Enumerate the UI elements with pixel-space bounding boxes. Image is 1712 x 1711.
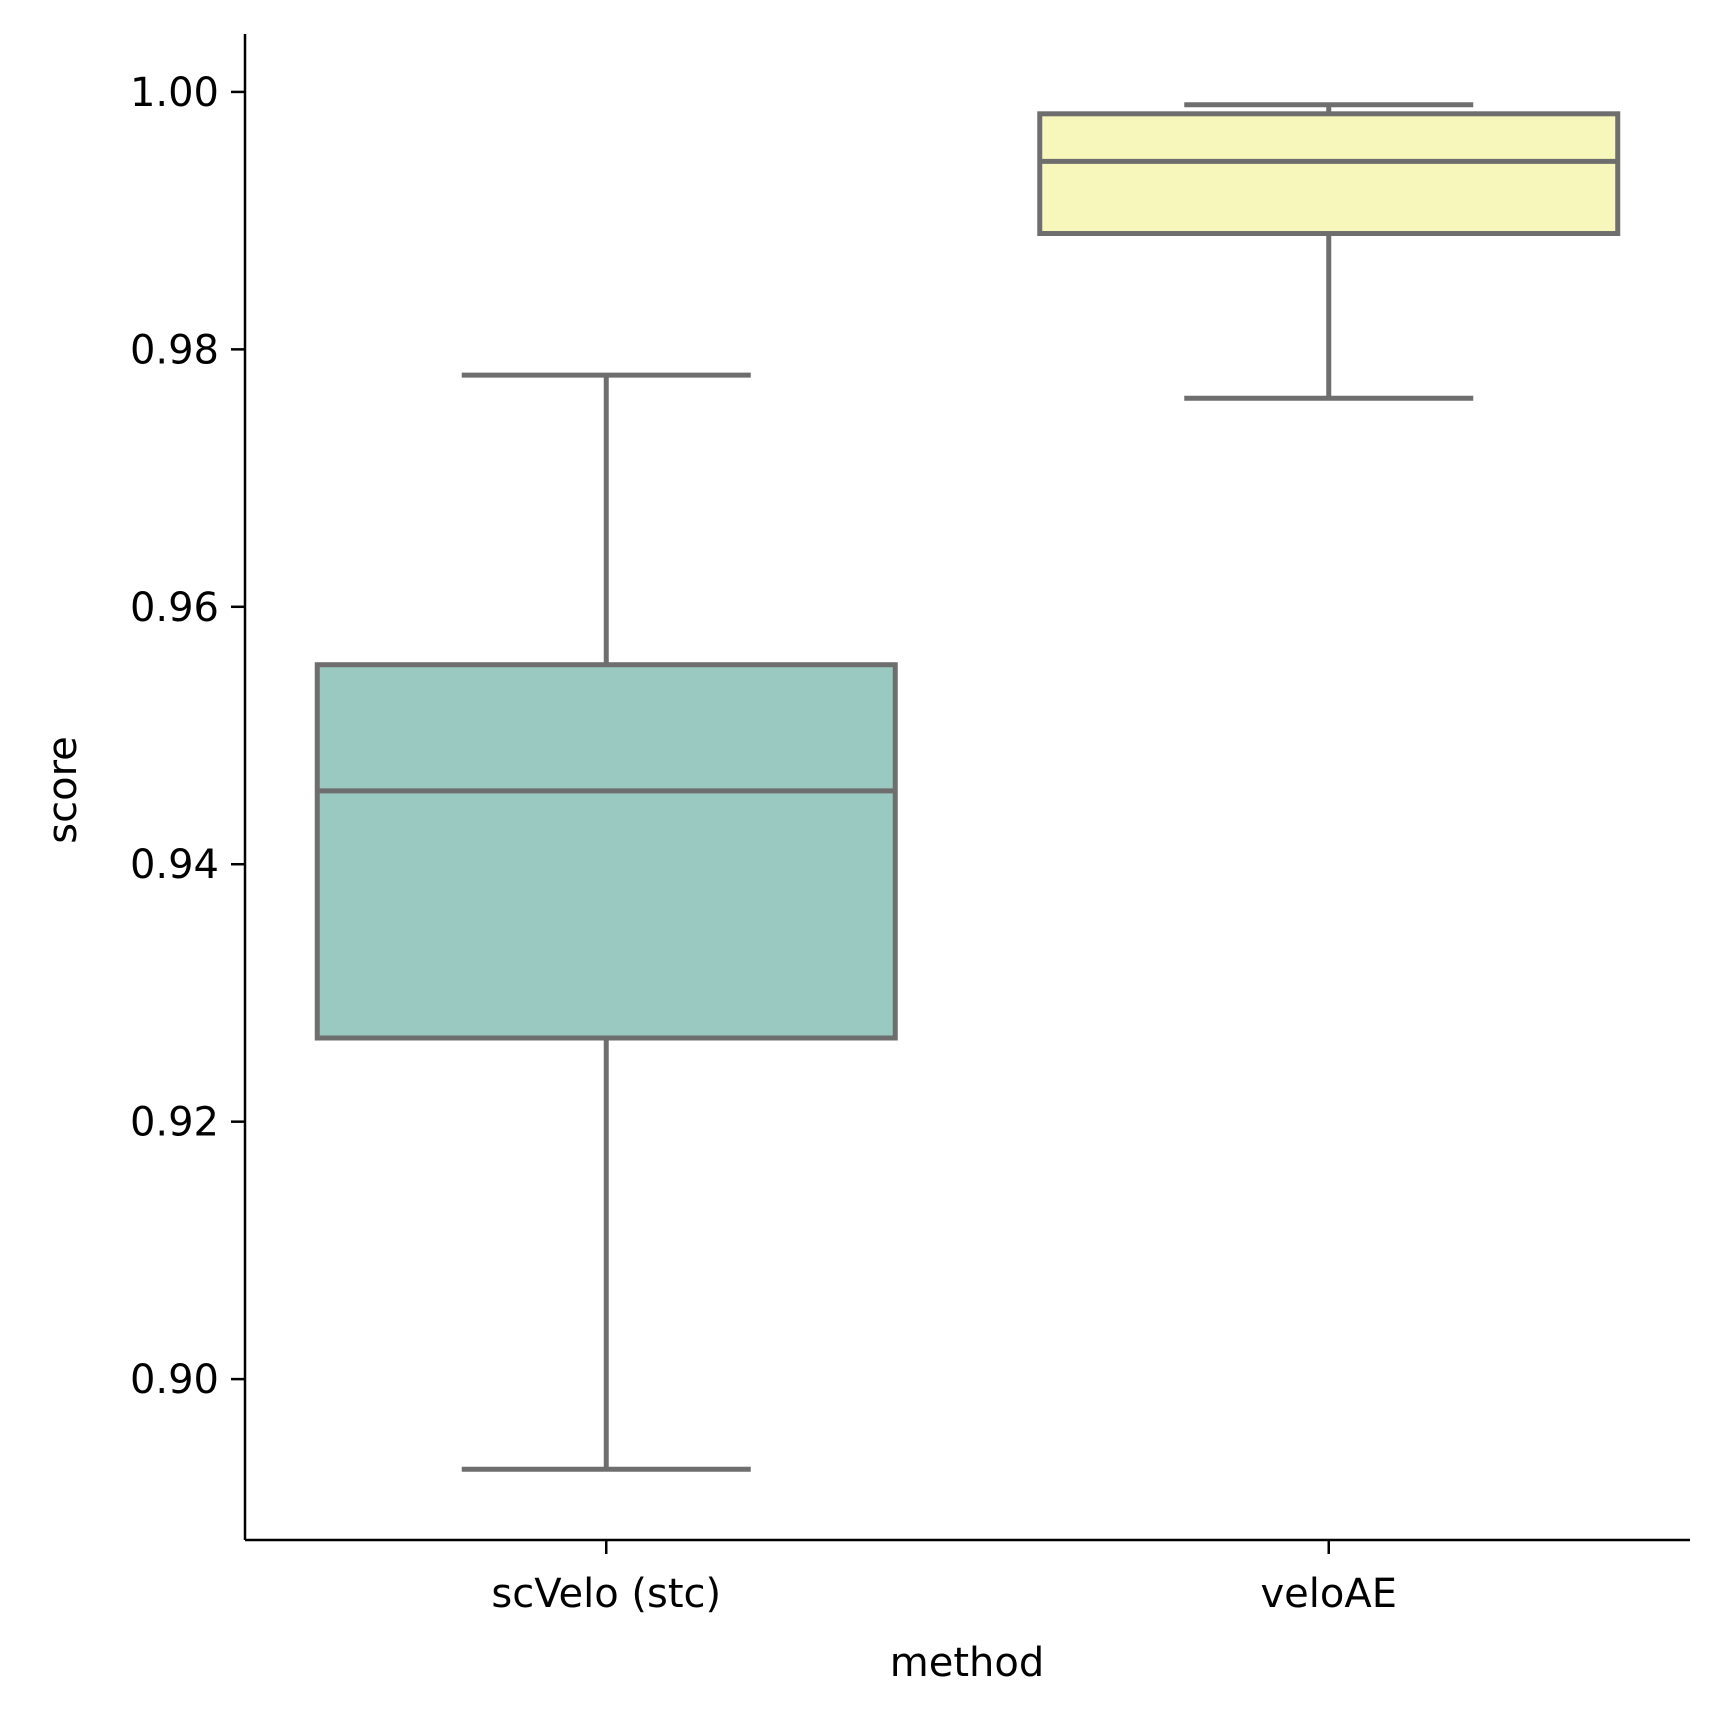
x-tick-label: veloAE — [1260, 1571, 1397, 1617]
x-tick-label: scVelo (stc) — [491, 1571, 721, 1617]
x-ticks: scVelo (stc) veloAE — [491, 1540, 1397, 1617]
boxes-layer — [314, 102, 1621, 1472]
box-veloae — [1037, 102, 1621, 401]
box-scvelo-stc — [314, 372, 898, 1472]
y-tick-label: 1.00 — [130, 70, 219, 116]
y-tick-label: 0.94 — [130, 842, 219, 888]
iqr-box — [314, 662, 898, 1041]
y-tick-label: 0.90 — [130, 1357, 219, 1403]
axes: 0.90 0.92 0.94 0.96 0.98 1.00 scVelo (stc) vel… — [130, 34, 1690, 1617]
y-ticks: 0.90 0.92 0.94 0.96 0.98 1.00 — [130, 70, 245, 1403]
y-axis-title: score — [40, 736, 86, 843]
y-tick-label: 0.96 — [130, 585, 219, 631]
y-tick-label: 0.98 — [130, 327, 219, 373]
x-axis-title: method — [890, 1640, 1044, 1686]
y-tick-label: 0.92 — [130, 1100, 219, 1146]
iqr-box — [1037, 111, 1621, 237]
